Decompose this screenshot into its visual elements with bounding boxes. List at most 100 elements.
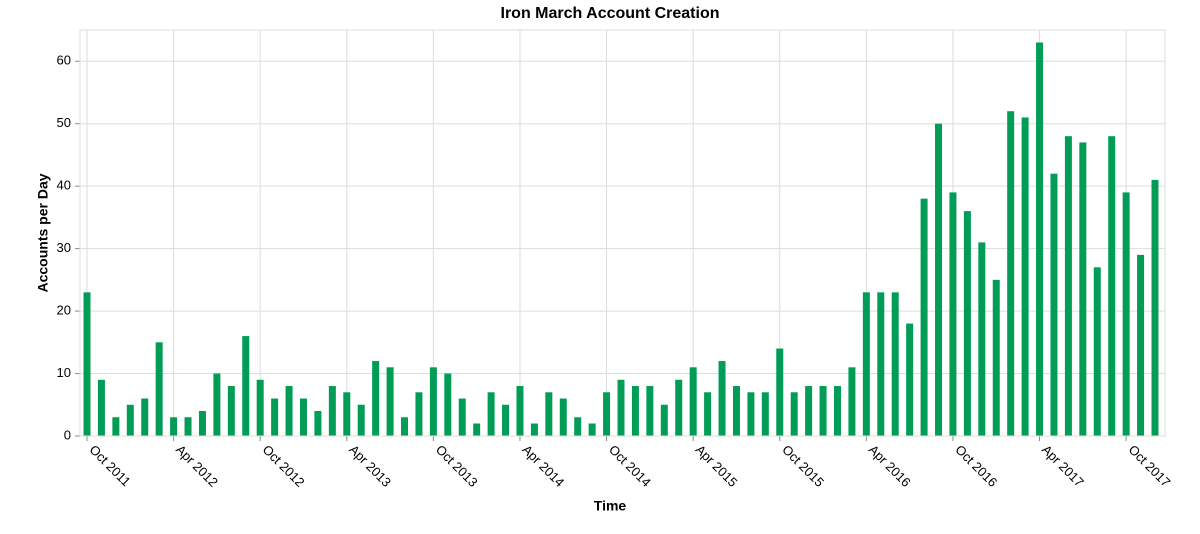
bar — [790, 392, 798, 436]
bar — [891, 292, 899, 436]
bar — [242, 336, 250, 436]
y-tick-label: 40 — [57, 178, 71, 193]
bar — [732, 386, 740, 436]
bar — [1093, 267, 1101, 436]
bar — [328, 386, 336, 436]
bar — [1050, 173, 1058, 436]
bar — [473, 423, 481, 436]
bar — [198, 411, 206, 436]
bar — [530, 423, 538, 436]
x-tick-label: Apr 2013 — [346, 442, 394, 490]
bar — [1021, 117, 1029, 436]
bar — [415, 392, 423, 436]
bar — [1137, 254, 1145, 436]
bar — [1108, 136, 1116, 436]
bar — [559, 398, 567, 436]
bar — [963, 211, 971, 436]
bar — [502, 404, 510, 436]
bar — [256, 379, 264, 436]
bar — [285, 386, 293, 436]
bar — [718, 361, 726, 436]
grid — [75, 30, 1165, 441]
bar — [603, 392, 611, 436]
y-tick-label: 30 — [57, 240, 71, 255]
bar — [761, 392, 769, 436]
bar — [978, 242, 986, 436]
y-tick-label: 10 — [57, 365, 71, 380]
x-tick-label: Apr 2016 — [866, 442, 914, 490]
y-axis-title: Accounts per Day — [35, 173, 51, 292]
bar — [1151, 179, 1159, 436]
x-tick-label: Apr 2012 — [173, 442, 221, 490]
x-tick-label: Apr 2017 — [1039, 442, 1087, 490]
bar — [141, 398, 149, 436]
y-tick-label: 0 — [64, 427, 71, 442]
bar — [271, 398, 279, 436]
bar — [747, 392, 755, 436]
bar — [227, 386, 235, 436]
bar — [704, 392, 712, 436]
bar — [574, 417, 582, 436]
bar — [660, 404, 668, 436]
bar — [112, 417, 120, 436]
bar — [372, 361, 380, 436]
bar — [487, 392, 495, 436]
bar — [1007, 111, 1015, 436]
bar — [357, 404, 365, 436]
bar — [458, 398, 466, 436]
chart-title: Iron March Account Creation — [501, 5, 720, 22]
bar — [617, 379, 625, 436]
x-tick-label: Oct 2011 — [86, 442, 133, 489]
bar — [299, 398, 307, 436]
bar — [401, 417, 409, 436]
bar — [833, 386, 841, 436]
bar — [862, 292, 870, 436]
bar — [1036, 42, 1044, 436]
bar — [819, 386, 827, 436]
bar — [314, 411, 322, 436]
bar — [343, 392, 351, 436]
bar — [516, 386, 524, 436]
bar — [776, 348, 784, 436]
bar — [126, 404, 134, 436]
bar — [689, 367, 697, 436]
x-tick-label: Oct 2017 — [1126, 442, 1174, 490]
bar — [588, 423, 596, 436]
x-tick-label: Oct 2016 — [952, 442, 1000, 490]
x-tick-label: Oct 2014 — [606, 442, 654, 490]
bar — [1079, 142, 1087, 436]
x-tick-label: Oct 2013 — [433, 442, 481, 490]
bar — [429, 367, 437, 436]
bar — [83, 292, 91, 436]
bar — [1064, 136, 1072, 436]
x-tick-label: Oct 2015 — [779, 442, 827, 490]
bar — [949, 192, 957, 436]
bar — [848, 367, 856, 436]
bar — [646, 386, 654, 436]
x-tick-label: Apr 2014 — [519, 442, 567, 490]
y-tick-label: 60 — [57, 53, 71, 68]
bar — [97, 379, 105, 436]
x-tick-label: Apr 2015 — [693, 442, 741, 490]
x-axis-title: Time — [594, 498, 627, 514]
y-tick-label: 50 — [57, 115, 71, 130]
y-tick-label: 20 — [57, 303, 71, 318]
bar — [992, 279, 1000, 436]
bar — [184, 417, 192, 436]
bar — [631, 386, 639, 436]
bars — [83, 42, 1159, 436]
bar — [545, 392, 553, 436]
x-tick-label: Oct 2012 — [260, 442, 308, 490]
bar — [675, 379, 683, 436]
bar — [906, 323, 914, 436]
bar — [213, 373, 221, 436]
plot-frame — [79, 29, 1166, 437]
bar — [444, 373, 452, 436]
bar — [1122, 192, 1130, 436]
bar — [935, 123, 943, 436]
bar — [155, 342, 163, 436]
bar — [877, 292, 885, 436]
bar — [170, 417, 178, 436]
